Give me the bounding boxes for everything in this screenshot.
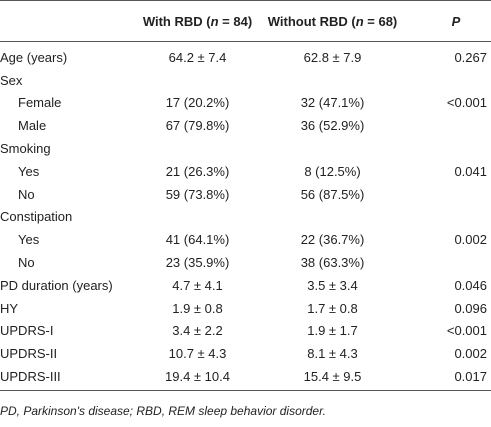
cell: 38 (63.3%): [300, 255, 365, 271]
header-text: P: [451, 13, 461, 29]
table-row: Age (years) 64.2 ± 7.4 62.8 ± 7.9 0.267: [0, 42, 491, 69]
header-text: Without RBD (: [267, 13, 356, 29]
header-cell: P: [405, 0, 491, 42]
cell: 17 (20.2%): [165, 95, 230, 111]
row-label: Smoking: [0, 141, 51, 157]
row-label: UPDRS-III: [0, 365, 135, 391]
cell: 1.7 ± 0.8: [307, 300, 358, 316]
cell: [405, 114, 491, 137]
table-row: Yes 41 (64.1%) 22 (36.7%) 0.002: [0, 228, 491, 251]
row-label: PD duration (years): [0, 277, 113, 293]
cell: 0.002: [454, 232, 487, 248]
cell: 0.096: [454, 300, 487, 316]
cell: [260, 137, 405, 160]
cell: <0.001: [446, 95, 487, 111]
cell: [405, 69, 491, 92]
header-text: = 68): [363, 13, 398, 29]
header-cell-empty: [0, 0, 135, 42]
table-row: Male 67 (79.8%) 36 (52.9%): [0, 114, 491, 137]
cell: 0.041: [454, 163, 487, 179]
header-cell: Without RBD (n = 68): [260, 0, 405, 42]
cell: 19.4 ± 10.4: [135, 365, 260, 391]
cell: 1.9 ± 0.8: [172, 300, 223, 316]
row-label: UPDRS-II: [0, 346, 58, 362]
cell: 62.8 ± 7.9: [303, 49, 362, 65]
cell: 0.267: [454, 49, 487, 65]
row-label: Constipation: [0, 209, 73, 225]
row-label: UPDRS-I: [0, 323, 54, 339]
cell: [260, 69, 405, 92]
cell: 64.2 ± 7.4: [168, 49, 227, 65]
row-label: Male: [18, 118, 47, 134]
footnote: PD, Parkinson's disease; RBD, REM sleep …: [0, 404, 326, 418]
table-row: Female 17 (20.2%) 32 (47.1%) <0.001: [0, 92, 491, 115]
cell: 8.1 ± 4.3: [307, 346, 358, 362]
table-row: PD duration (years) 4.7 ± 4.1 3.5 ± 3.4 0.0…: [0, 274, 491, 297]
cell: [405, 183, 491, 206]
table-row: UPDRS-III 19.4 ± 10.4 15.4 ± 9.5 0.017: [0, 365, 491, 391]
cell: 0.017: [405, 365, 491, 391]
cell: [405, 251, 491, 274]
table-body: Age (years) 64.2 ± 7.4 62.8 ± 7.9 0.267 Sex F…: [0, 42, 491, 391]
header-text: = 84): [218, 13, 253, 29]
table-row: Yes 21 (26.3%) 8 (12.5%) 0.041: [0, 160, 491, 183]
header-text: n: [210, 13, 219, 29]
cell: 15.4 ± 9.5: [260, 365, 405, 391]
cell: 3.5 ± 3.4: [307, 277, 358, 293]
cell: 32 (47.1%): [300, 95, 365, 111]
table-row: No 23 (35.9%) 38 (63.3%): [0, 251, 491, 274]
cell: 22 (36.7%): [300, 232, 365, 248]
row-label: Female: [18, 95, 62, 111]
row-label: Sex: [0, 72, 23, 88]
table-row: Sex: [0, 69, 491, 92]
cell: [135, 137, 260, 160]
data-table: With RBD (n = 84) Without RBD (n = 68) P A…: [0, 0, 491, 391]
cell: 56 (87.5%): [300, 186, 365, 202]
row-label: No: [18, 255, 35, 271]
header-text: With RBD (: [142, 13, 211, 29]
table-row: UPDRS-I 3.4 ± 2.2 1.9 ± 1.7 <0.001: [0, 320, 491, 343]
table-row: No 59 (73.8%) 56 (87.5%): [0, 183, 491, 206]
cell: 10.7 ± 4.3: [168, 346, 227, 362]
cell: 0.046: [454, 277, 487, 293]
cell: [405, 206, 491, 229]
cell: 36 (52.9%): [300, 118, 365, 134]
row-label: Age (years): [0, 49, 68, 65]
cell: [405, 137, 491, 160]
row-label: Yes: [18, 163, 40, 179]
row-label: No: [18, 186, 35, 202]
row-label: Yes: [18, 232, 40, 248]
table-row: Smoking: [0, 137, 491, 160]
cell: 1.9 ± 1.7: [307, 323, 358, 339]
header-cell: With RBD (n = 84): [135, 0, 260, 42]
cell: 67 (79.8%): [165, 118, 230, 134]
cell: [135, 206, 260, 229]
table-header: With RBD (n = 84) Without RBD (n = 68) P: [0, 0, 491, 42]
cell: 21 (26.3%): [165, 163, 230, 179]
cell: 3.4 ± 2.2: [172, 323, 223, 339]
table-row: Constipation: [0, 206, 491, 229]
cell: 4.7 ± 4.1: [172, 277, 223, 293]
header-row: With RBD (n = 84) Without RBD (n = 68) P: [0, 0, 491, 42]
header-text: n: [355, 13, 364, 29]
cell: 23 (35.9%): [165, 255, 230, 271]
cell: 0.002: [454, 346, 487, 362]
cell: 8 (12.5%): [304, 163, 361, 179]
cell: [135, 69, 260, 92]
cell: <0.001: [446, 323, 487, 339]
table-row: HY 1.9 ± 0.8 1.7 ± 0.8 0.096: [0, 297, 491, 320]
cell: 59 (73.8%): [165, 186, 230, 202]
cell: 41 (64.1%): [165, 232, 230, 248]
row-label: HY: [0, 300, 19, 316]
table-row: UPDRS-II 10.7 ± 4.3 8.1 ± 4.3 0.002: [0, 342, 491, 365]
cell: [260, 206, 405, 229]
